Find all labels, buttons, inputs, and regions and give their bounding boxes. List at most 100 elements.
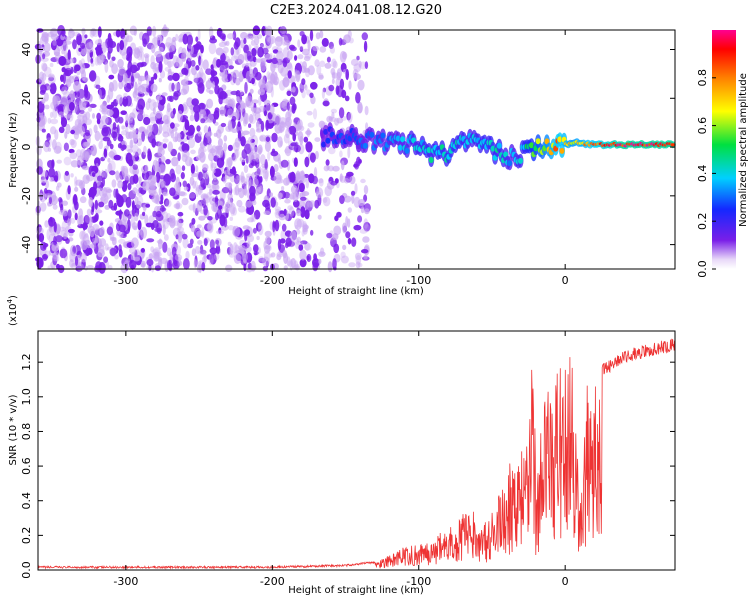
spectrogram-cell bbox=[44, 193, 53, 198]
spectrogram-cell bbox=[312, 45, 320, 52]
spectrogram-cell bbox=[152, 247, 161, 257]
spectrogram-cell bbox=[353, 224, 362, 231]
spectrogram-cell bbox=[240, 177, 247, 186]
spectrogram-cell bbox=[303, 55, 311, 62]
spectrogram-cell bbox=[316, 64, 322, 76]
spectrogram-cell bbox=[209, 239, 215, 250]
spectrogram-cell bbox=[111, 56, 116, 62]
spectrogram-cell bbox=[331, 78, 335, 85]
spectrogram-cell bbox=[277, 136, 283, 148]
spectrogram-cell bbox=[193, 43, 201, 51]
spectrogram-cell bbox=[172, 253, 179, 265]
spectrogram-cell bbox=[230, 55, 239, 62]
spectrogram-cell bbox=[146, 258, 154, 267]
snr-series-line bbox=[37, 338, 676, 570]
spectrogram-cell bbox=[336, 68, 343, 78]
spectrogram-cell bbox=[239, 72, 244, 83]
spectrogram-cell bbox=[251, 172, 258, 180]
spectrogram-cell bbox=[172, 36, 177, 43]
spectrogram-cell bbox=[185, 250, 190, 260]
spectrogram-cell bbox=[199, 108, 206, 117]
spectrogram-cell bbox=[239, 91, 245, 97]
spectrogram-cell bbox=[200, 244, 204, 253]
spectrogram-cell bbox=[229, 168, 233, 174]
spectrogram-cell bbox=[70, 160, 79, 168]
spectrogram-cell bbox=[240, 171, 245, 183]
spectrogram-cell bbox=[188, 124, 195, 135]
spectrogram-cell bbox=[309, 29, 314, 42]
spectrogram-cell bbox=[257, 247, 261, 254]
svg-text:(x104): (x104) bbox=[6, 295, 19, 326]
spectrogram-cell bbox=[159, 207, 167, 212]
spectrogram-cell bbox=[74, 186, 79, 192]
colorbar-tick-label: 0.4 bbox=[696, 165, 709, 183]
spectrogram-cell bbox=[215, 239, 220, 245]
spectrogram-cell bbox=[44, 139, 50, 148]
spectrogram-cell bbox=[283, 208, 287, 216]
spectrogram-cell bbox=[227, 225, 234, 231]
spectrogram-cell bbox=[177, 231, 183, 244]
spectrogram-cell bbox=[228, 250, 236, 258]
spectrogram-cell bbox=[196, 201, 203, 212]
spectrogram-cell bbox=[63, 156, 72, 166]
spectrogram-cell bbox=[296, 218, 305, 228]
spectrogram-cell bbox=[222, 46, 229, 54]
spectrogram-cell bbox=[258, 224, 264, 236]
spectrogram-cell bbox=[59, 84, 66, 92]
spectrogram-cell bbox=[251, 214, 256, 223]
spectrogram-cell bbox=[167, 61, 172, 69]
spectrogram-cell bbox=[249, 88, 254, 94]
spectrogram-cell bbox=[51, 159, 55, 169]
spectrogram-cell bbox=[293, 199, 300, 208]
spectrogram-cell bbox=[255, 163, 262, 176]
spectrogram-cell bbox=[318, 258, 322, 265]
spectrogram-cell bbox=[70, 173, 74, 178]
spectrogram-cell bbox=[42, 53, 46, 60]
spectrogram-cell bbox=[201, 226, 205, 238]
spectrogram-cell bbox=[289, 96, 296, 106]
spectrogram-cell bbox=[119, 40, 125, 51]
spectrogram-cell bbox=[305, 141, 313, 153]
spectrogram-cell bbox=[95, 84, 101, 90]
spectrogram-ridge-point bbox=[380, 132, 386, 139]
spectrogram-cell bbox=[328, 41, 334, 50]
spectrogram-cell bbox=[203, 137, 208, 147]
spectrogram-cell bbox=[269, 192, 273, 197]
spectrogram-cell bbox=[176, 200, 181, 209]
spectrogram-cell bbox=[346, 111, 352, 121]
spectrogram-cell bbox=[358, 158, 362, 164]
spectrogram-cell bbox=[175, 164, 182, 175]
spectrogram-cell bbox=[49, 62, 54, 68]
spectrogram-cell bbox=[193, 77, 201, 84]
spectrogram-cell bbox=[147, 148, 151, 156]
spectrogram-cell bbox=[293, 144, 301, 153]
spectrogram-cell bbox=[76, 155, 84, 166]
spectrogram-cell bbox=[318, 72, 324, 79]
spectrogram-cell bbox=[234, 148, 240, 158]
spectrogram-cell bbox=[209, 253, 217, 265]
spectrogram-cell bbox=[364, 61, 369, 69]
spectrogram-cell bbox=[191, 67, 197, 76]
spectrogram-cell bbox=[344, 95, 350, 102]
spectrogram-cell bbox=[304, 84, 308, 91]
spectrogram-cell bbox=[65, 123, 71, 135]
spectrogram-cell bbox=[299, 45, 304, 51]
spectrogram-cell bbox=[267, 151, 271, 161]
spectrogram-cell bbox=[175, 56, 184, 68]
spectrogram-cell bbox=[210, 70, 218, 77]
colorbar: 0.0 0.2 0.4 0.6 0.8 Normalized spectral ampl… bbox=[696, 30, 749, 278]
spectrogram-cell bbox=[83, 214, 90, 225]
snr-y-multiplier-base: (x10 bbox=[8, 303, 19, 326]
spectrogram-cell bbox=[214, 84, 220, 95]
spectrogram-cell bbox=[245, 100, 251, 107]
spectrogram-cell bbox=[38, 71, 45, 81]
spectrogram-cell bbox=[234, 185, 240, 196]
spectrogram-cell bbox=[40, 202, 47, 212]
snr-y-tick-label: 0.4 bbox=[20, 492, 33, 510]
spectrogram-cell bbox=[332, 165, 340, 172]
spectrogram-cell bbox=[90, 57, 94, 64]
spectrogram-cell bbox=[126, 46, 133, 58]
spectrogram-cell bbox=[238, 205, 246, 213]
spectrogram-cell bbox=[265, 119, 270, 131]
spectrogram-y-tick-label: 20 bbox=[20, 91, 33, 105]
